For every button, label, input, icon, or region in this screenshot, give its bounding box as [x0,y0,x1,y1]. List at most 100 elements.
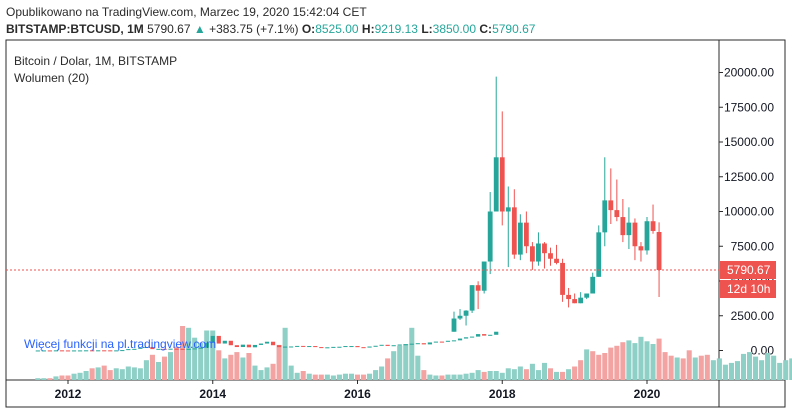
early-candle [289,346,294,348]
volume-bar [113,368,119,380]
volume-bar [566,369,572,380]
volume-bar [270,363,276,380]
volume-bar [35,378,41,380]
early-candle [102,350,107,352]
candle-body [590,276,596,294]
y-tick-label: 7500.00 [731,239,775,253]
early-candle [258,343,264,345]
early-candle [132,348,137,350]
volume-bar [367,373,373,380]
volume-bar [439,375,445,380]
watermark-link[interactable]: Więcej funkcji na pl.tradingview.com [24,337,216,351]
volume-bar [397,345,403,380]
volume-bar [264,367,270,380]
candle-body [584,293,590,298]
early-candle [451,340,457,342]
volume-bar [41,378,47,380]
low-label: L: [421,22,433,36]
early-candle [488,334,493,336]
volume-bar [578,360,584,380]
y-tick-label: 15000.00 [724,135,774,149]
volume-bar [306,373,312,380]
volume-bar [222,358,228,380]
early-candle [180,348,185,350]
volume-bar [541,362,548,380]
early-candle [192,348,197,350]
early-candle [319,347,324,349]
volume-bar [572,366,578,380]
early-candle [391,345,396,347]
candle-body [602,200,608,233]
candle-body [523,222,529,247]
x-tick-label: 2018 [489,387,516,401]
volume-bar [65,375,71,380]
volume-bar [336,374,342,380]
candle-body [632,222,638,247]
early-candle [108,350,113,352]
early-candle [276,345,282,348]
change-arrow-icon: ▲ [193,22,206,36]
early-candle [114,350,119,352]
volume-bar [149,354,155,380]
volume-bar [451,374,457,380]
volume-bar [505,368,511,380]
volume-bar [590,351,596,380]
early-candle [126,349,131,351]
candle-body [505,207,511,212]
early-candle [415,343,420,345]
volume-bar [596,354,602,380]
candle-body [511,207,517,255]
candle-body [644,221,650,251]
early-candle [59,350,65,352]
volume-bar [734,361,741,380]
early-candle [361,347,366,349]
volume-bar [511,369,517,380]
early-candle [397,344,402,346]
early-candle [234,345,239,348]
early-candle [222,340,227,344]
volume-bar [753,356,759,380]
volume-bar [662,352,668,380]
published-caption: Opublikowano na TradingView.com, Marzec … [6,5,367,19]
volume-bar [379,366,385,380]
volume-bar [789,358,792,380]
candle-body [529,246,535,262]
candle-body [578,297,584,304]
volume-bar [403,344,409,380]
candle-body [566,294,572,300]
volume-bar [638,336,644,380]
symbol-label[interactable]: BITSTAMP:BTCUSD, 1M [6,22,144,36]
volume-bar [614,345,620,380]
x-tick-label: 2020 [634,387,661,401]
early-candle [325,347,330,349]
y-tick-label: 2500.00 [731,309,775,323]
early-candle [96,350,101,352]
candle-body [475,285,481,291]
x-tick-label: 2012 [55,387,82,401]
y-tick-label: 17500.00 [724,100,774,114]
chart-legend-title: Bitcoin / Dolar, 1M, BITSTAMP [14,54,177,68]
early-candle [283,346,288,348]
early-candle [409,343,414,345]
candle-body [487,211,493,262]
early-candle [186,348,191,350]
volume-bar [246,353,252,380]
early-candle [174,348,179,350]
early-candle [463,337,469,339]
volume-bar [698,355,704,380]
candle-body [548,253,553,259]
low-value: 3850.00 [432,22,477,36]
volume-bar [517,366,523,380]
volume-bar [89,368,95,380]
volume-bar [499,372,505,380]
volume-bar [529,363,535,380]
volume-bar [198,343,204,380]
volume-bar [674,357,680,380]
volume-bar [680,358,686,380]
volume-bars [35,326,792,380]
volume-bar [95,367,101,380]
volume-bar [475,370,481,380]
early-candle [379,344,384,346]
volume-bar [493,371,499,380]
